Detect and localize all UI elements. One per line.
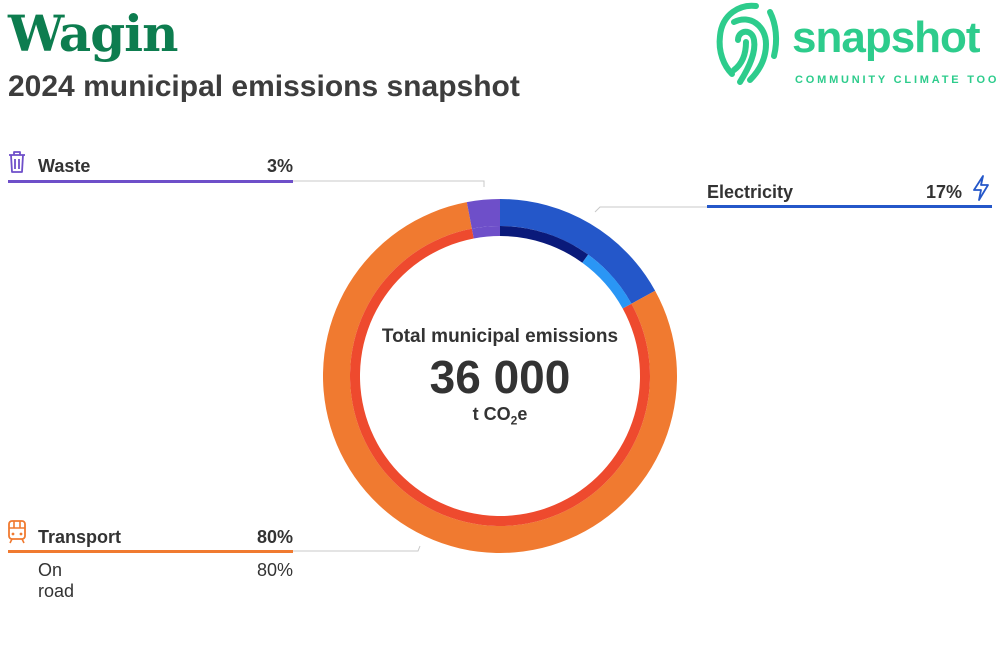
legend-on-road-value: 80%	[256, 560, 293, 580]
legend-electricity-line	[707, 205, 992, 208]
subslice-electricity-1	[582, 254, 632, 309]
legend-waste-line	[8, 180, 293, 183]
unit-suffix: e	[517, 404, 528, 424]
lightning-icon	[973, 175, 989, 201]
subslice-waste-0	[471, 226, 500, 239]
outer-ring	[323, 199, 678, 553]
legend-connectors	[293, 180, 707, 552]
unit-prefix: t CO	[472, 404, 511, 424]
chart-center-unit: t CO2e	[350, 404, 650, 428]
subslice-electricity-0	[500, 226, 589, 263]
connector-transport	[293, 545, 421, 552]
legend-transport-line	[8, 550, 293, 553]
slice-electricity	[500, 199, 656, 304]
trash-icon	[9, 151, 25, 173]
logo-tagline: COMMUNITY CLIMATE TOOL	[795, 74, 1000, 86]
chart-center-value: 36 000	[429, 351, 571, 403]
legend-electricity-label: Electricity	[707, 182, 794, 202]
legend-transport-label: Transport	[38, 527, 122, 547]
connector-waste	[293, 180, 485, 187]
logo-wordmark: snapshot	[792, 13, 981, 62]
legend-waste-value: 3%	[266, 156, 293, 176]
inner-ring	[349, 226, 650, 526]
page-title: Wagin	[8, 4, 179, 63]
legend-electricity-value: 17%	[925, 182, 962, 202]
train-icon	[8, 520, 26, 544]
legend-on-road-label: On road	[38, 560, 75, 601]
legend-waste-label: Waste	[38, 156, 91, 176]
unit-subscript: 2	[510, 413, 518, 428]
connector-electricity	[594, 206, 707, 213]
legend-transport-value: 80%	[256, 527, 293, 547]
chart-center-label: Total municipal emissions	[381, 326, 619, 347]
page-subtitle: 2024 municipal emissions snapshot	[8, 70, 520, 103]
slice-waste	[466, 199, 500, 229]
snapshot-logo: snapshot COMMUNITY CLIMATE TOOL	[710, 0, 1000, 95]
fingerprint-icon	[716, 2, 780, 85]
